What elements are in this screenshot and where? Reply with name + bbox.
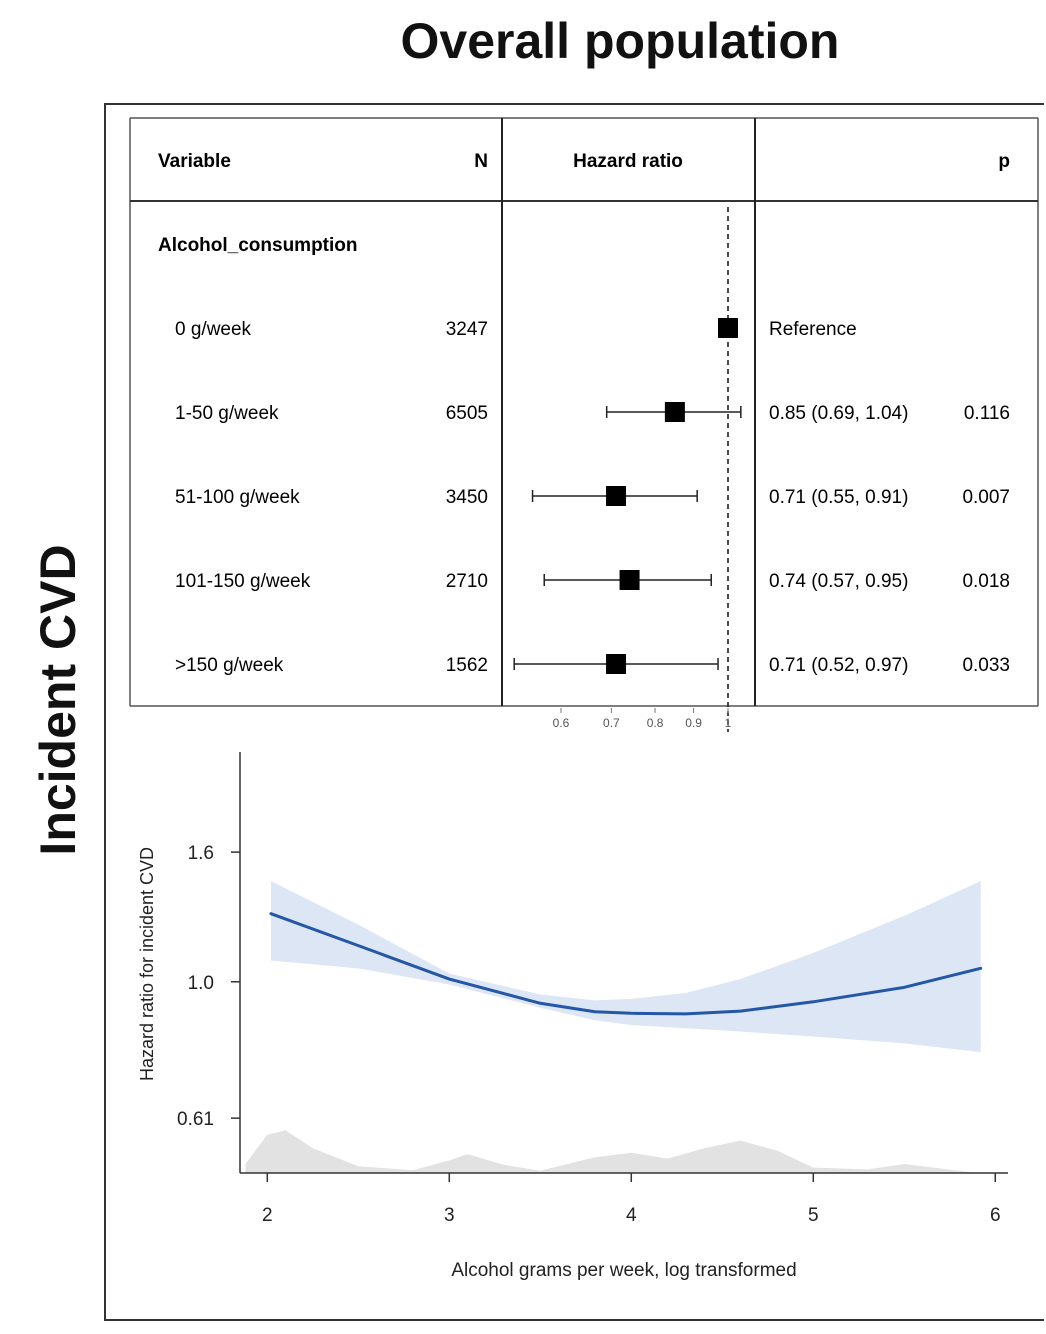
y-axis-label: Hazard ratio for incident CVD <box>137 847 157 1081</box>
forest-tick-label: 1 <box>725 716 732 730</box>
hr-marker <box>606 486 627 506</box>
x-tick-label: 3 <box>444 1205 455 1226</box>
hr-marker <box>619 570 640 590</box>
row-p-value: 0.033 <box>962 655 1010 676</box>
row-p-value: 0.018 <box>962 571 1010 592</box>
column-header-n: N <box>474 151 488 172</box>
forest-tick-label: 0.8 <box>647 716 664 730</box>
column-header-hazard-ratio: Hazard ratio <box>573 151 683 172</box>
x-tick-label: 2 <box>262 1205 273 1226</box>
row-label: 1-50 g/week <box>175 403 279 424</box>
forest-x-axis: 0.6 0.7 0.8 0.9 1 <box>553 708 732 730</box>
hr-marker <box>718 318 738 338</box>
ci-band <box>270 881 981 1053</box>
row-estimate: 0.85 (0.69, 1.04) <box>769 403 908 424</box>
spline-ticks: 2 3 4 5 6 0.61 1.0 1.6 <box>177 843 1001 1226</box>
confidence-band <box>270 881 981 1053</box>
row-p-value: 0.007 <box>962 487 1010 508</box>
row-label: 0 g/week <box>175 319 252 340</box>
hr-marker <box>606 654 627 674</box>
column-header-p: p <box>998 151 1010 172</box>
y-tick-label: 1.6 <box>188 843 214 864</box>
row-estimate: Reference <box>769 319 857 340</box>
forest-tick-label: 0.7 <box>603 716 620 730</box>
row-n: 3450 <box>446 487 488 508</box>
group-label: Alcohol_consumption <box>158 235 358 256</box>
x-tick-label: 4 <box>626 1205 637 1226</box>
row-n: 2710 <box>446 571 488 592</box>
density-shape <box>245 1130 978 1173</box>
forest-tick-label: 0.6 <box>553 716 570 730</box>
row-estimate: 0.71 (0.55, 0.91) <box>769 487 908 508</box>
hr-marker <box>664 402 685 422</box>
row-estimate: 0.74 (0.57, 0.95) <box>769 571 908 592</box>
figure-frame <box>104 103 1044 1321</box>
row-n: 6505 <box>446 403 488 424</box>
row-estimate: 0.71 (0.52, 0.97) <box>769 655 908 676</box>
spline-curve <box>269 912 983 1016</box>
density-area <box>245 1130 978 1173</box>
forest-table: Variable N Hazard ratio p Alcohol_consum… <box>129 117 1039 707</box>
x-tick-label: 5 <box>808 1205 819 1226</box>
page-title: Overall population <box>400 13 840 69</box>
x-axis-label: Alcohol grams per week, log transformed <box>451 1260 796 1281</box>
row-label: 101-150 g/week <box>175 571 311 592</box>
y-tick-label: 0.61 <box>177 1109 214 1130</box>
spline-line <box>269 912 983 1016</box>
forest-rows: 0 g/week 3247 Reference 1-50 g/week 6505 0.85… <box>175 319 1010 676</box>
y-tick-label: 1.0 <box>188 973 214 994</box>
spline-axes <box>239 752 1008 1174</box>
forest-tick-label: 0.9 <box>685 716 702 730</box>
row-label: >150 g/week <box>175 655 284 676</box>
row-n: 3247 <box>446 319 488 340</box>
row-p-value: 0.116 <box>964 403 1010 424</box>
x-tick-label: 6 <box>990 1205 1001 1226</box>
row-label: 51-100 g/week <box>175 487 300 508</box>
row-n: 1562 <box>446 655 488 676</box>
column-header-variable: Variable <box>158 151 231 172</box>
forest-marks <box>513 207 742 732</box>
